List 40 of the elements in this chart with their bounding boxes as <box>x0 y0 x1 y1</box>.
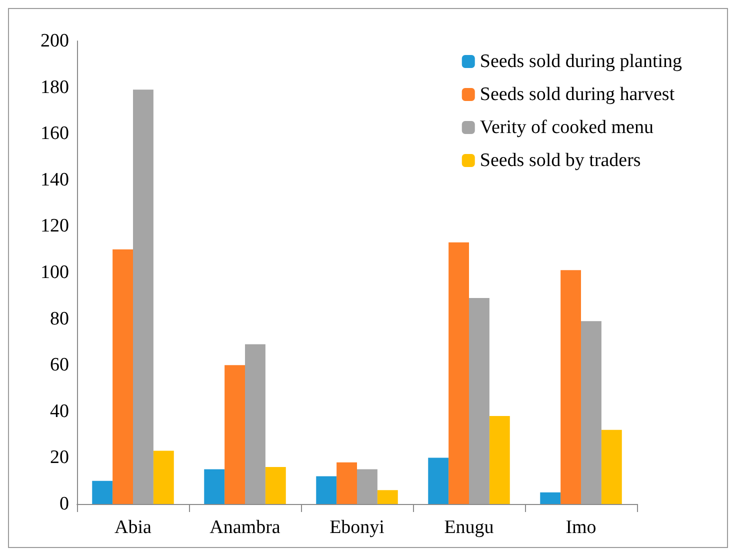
y-tick-label: 20 <box>50 447 69 468</box>
bar <box>560 270 581 504</box>
y-tick-label: 140 <box>40 169 69 190</box>
bar <box>540 492 561 504</box>
legend-label: Seeds sold during harvest <box>480 84 676 105</box>
legend-label: Verity of cooked menu <box>480 117 654 138</box>
y-tick-label: 180 <box>40 76 69 98</box>
bar <box>428 458 449 504</box>
legend-label: Seeds sold during planting <box>480 51 682 72</box>
y-tick-label: 40 <box>50 400 69 422</box>
bar <box>357 469 378 504</box>
x-tick-label: Ebonyi <box>330 517 384 538</box>
bar <box>224 365 245 504</box>
x-tick-label: Anambra <box>210 517 281 538</box>
bar <box>133 90 154 504</box>
y-tick-label: 200 <box>40 30 69 52</box>
y-tick-label: 60 <box>50 354 69 376</box>
y-tick-label: 120 <box>40 216 69 237</box>
x-tick-label: Enugu <box>444 517 494 538</box>
bar <box>448 242 469 504</box>
y-tick-label: 160 <box>40 123 69 144</box>
bar <box>153 450 174 504</box>
y-tick-label: 100 <box>40 262 69 283</box>
bar <box>265 466 286 504</box>
bar <box>377 490 398 504</box>
bar <box>336 462 357 504</box>
bar <box>245 344 266 504</box>
bar <box>204 469 225 504</box>
bar <box>581 321 602 504</box>
x-tick-label: Imo <box>566 517 596 538</box>
bar <box>489 416 510 504</box>
bar <box>316 476 337 504</box>
bar <box>601 430 622 504</box>
bar <box>92 480 113 504</box>
y-tick-label: 80 <box>50 308 69 330</box>
bar <box>469 298 490 504</box>
legend-label: Seeds sold by traders <box>480 150 641 171</box>
y-tick-label: 0 <box>60 494 69 514</box>
x-tick-label: Abia <box>114 517 152 538</box>
bar <box>112 249 133 504</box>
